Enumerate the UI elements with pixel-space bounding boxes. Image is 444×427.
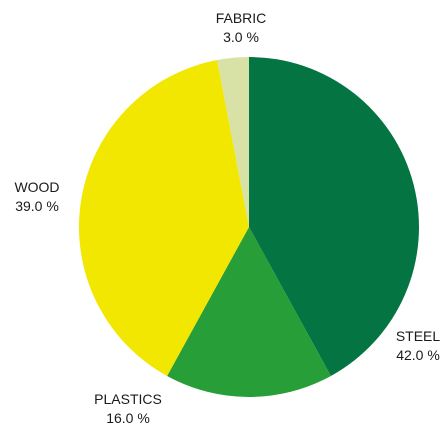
slice-label-wood: WOOD [14, 179, 59, 195]
pie-slice-steel [249, 57, 419, 376]
slice-value-label-fabric: 3.0 % [223, 29, 259, 45]
slice-value-label-plastics: 16.0 % [106, 410, 150, 426]
slice-label-steel: STEEL [396, 328, 441, 344]
slice-label-plastics: PLASTICS [94, 391, 162, 407]
pie-slice-fabric [217, 57, 249, 227]
pie-slices [79, 57, 419, 397]
pie-labels: STEEL 42.0 % PLASTICS 16.0 % WOOD 39.0 % FABRI… [14, 10, 440, 426]
pie-slice-wood [79, 60, 249, 376]
slice-value-label-wood: 39.0 % [15, 198, 59, 214]
slice-label-fabric: FABRIC [216, 10, 267, 26]
slice-value-label-steel: 42.0 % [396, 347, 440, 363]
pie-slice-plastics [167, 227, 331, 397]
